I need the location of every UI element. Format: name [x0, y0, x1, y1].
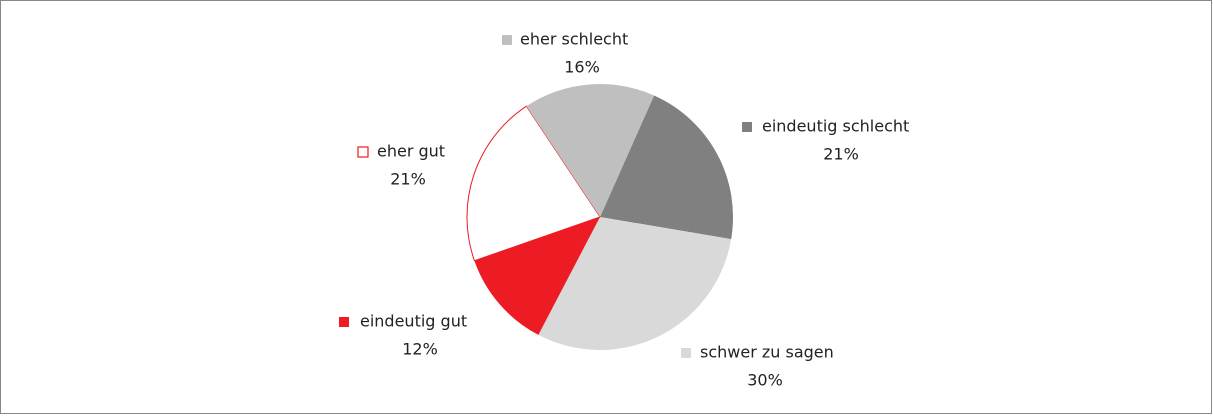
slice-value: 21% — [390, 170, 426, 189]
pie-slice — [474, 217, 600, 335]
slice-label: eher gut — [377, 142, 445, 161]
slice-value: 30% — [747, 371, 783, 390]
slice-label: eindeutig schlecht — [762, 117, 909, 136]
legend-marker — [681, 348, 691, 358]
pie-slice — [526, 84, 655, 217]
legend-marker — [502, 35, 512, 45]
slice-value: 12% — [402, 340, 438, 359]
pie-slice — [538, 217, 732, 351]
pie-slice — [600, 95, 733, 240]
legend-marker — [742, 122, 752, 132]
pie-slice — [466, 105, 601, 262]
slice-value: 21% — [823, 145, 859, 164]
slice-label: eindeutig gut — [360, 312, 467, 331]
slice-label: schwer zu sagen — [700, 343, 834, 362]
slice-label: eher schlecht — [520, 30, 628, 49]
legend-marker — [339, 317, 349, 327]
slice-value: 16% — [564, 58, 600, 77]
legend-marker — [357, 146, 369, 158]
